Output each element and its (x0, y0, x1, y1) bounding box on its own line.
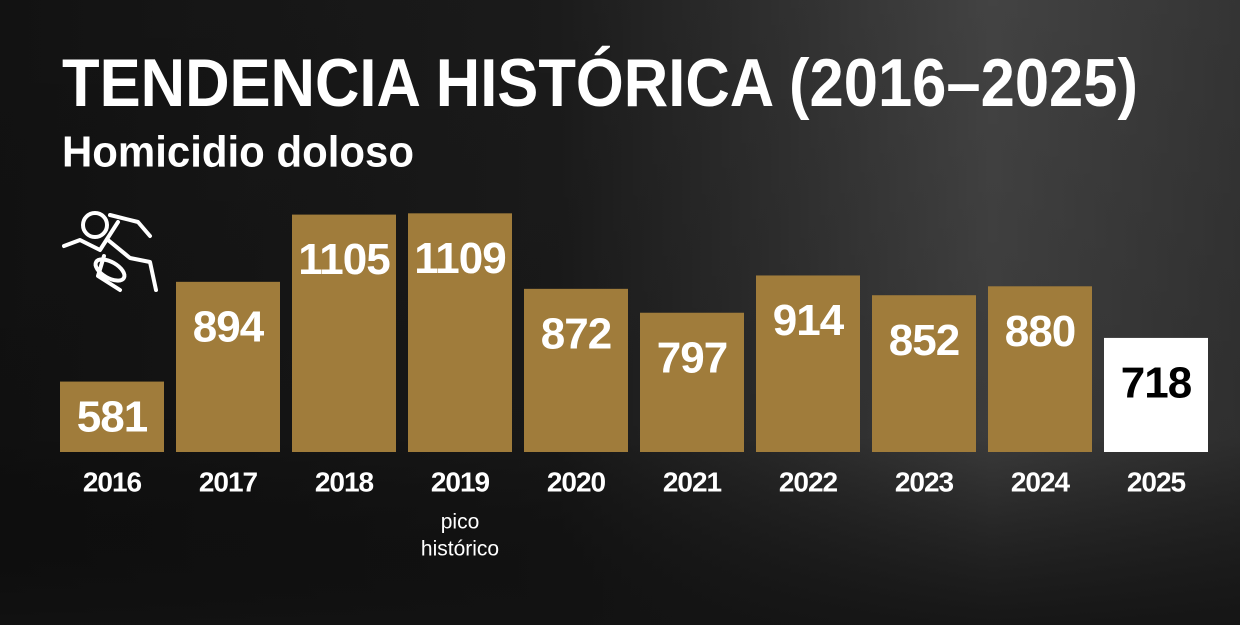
x-tick-label: 2019 (431, 466, 490, 497)
bar (524, 288, 628, 452)
bar (60, 381, 164, 452)
x-tick-label: 2024 (1011, 466, 1071, 497)
bar (176, 281, 280, 452)
value-label: 880 (1005, 307, 1075, 356)
chart-title: TENDENCIA HISTÓRICA (2016–2025) (62, 45, 1138, 121)
bar (640, 312, 744, 452)
value-label: 1105 (298, 235, 390, 284)
x-tick-label: 2022 (779, 466, 838, 497)
x-tick-label: 2020 (547, 466, 606, 497)
bar (1104, 337, 1208, 452)
value-label: 581 (77, 392, 148, 441)
bar (756, 275, 860, 452)
x-tick-label: 2023 (895, 466, 954, 497)
bar (292, 214, 396, 452)
bar (408, 213, 512, 452)
value-label: 914 (773, 296, 845, 345)
bar (988, 286, 1092, 452)
x-tick-label: 2017 (199, 466, 258, 497)
value-label: 797 (657, 333, 727, 382)
value-label: 872 (541, 309, 611, 358)
value-label: 718 (1121, 359, 1192, 408)
chart-subtitle: Homicidio doloso (62, 128, 414, 177)
annotation: pico (441, 511, 480, 534)
x-tick-label: 2025 (1127, 466, 1186, 497)
value-label: 894 (193, 302, 265, 351)
x-tick-label: 2018 (315, 466, 374, 497)
value-label: 852 (889, 316, 959, 365)
x-tick-label: 2021 (663, 466, 722, 497)
value-label: 1109 (414, 234, 505, 283)
bar (872, 295, 976, 452)
runner-icon (62, 211, 158, 292)
annotation: histórico (421, 538, 499, 561)
x-tick-label: 2016 (83, 466, 142, 497)
